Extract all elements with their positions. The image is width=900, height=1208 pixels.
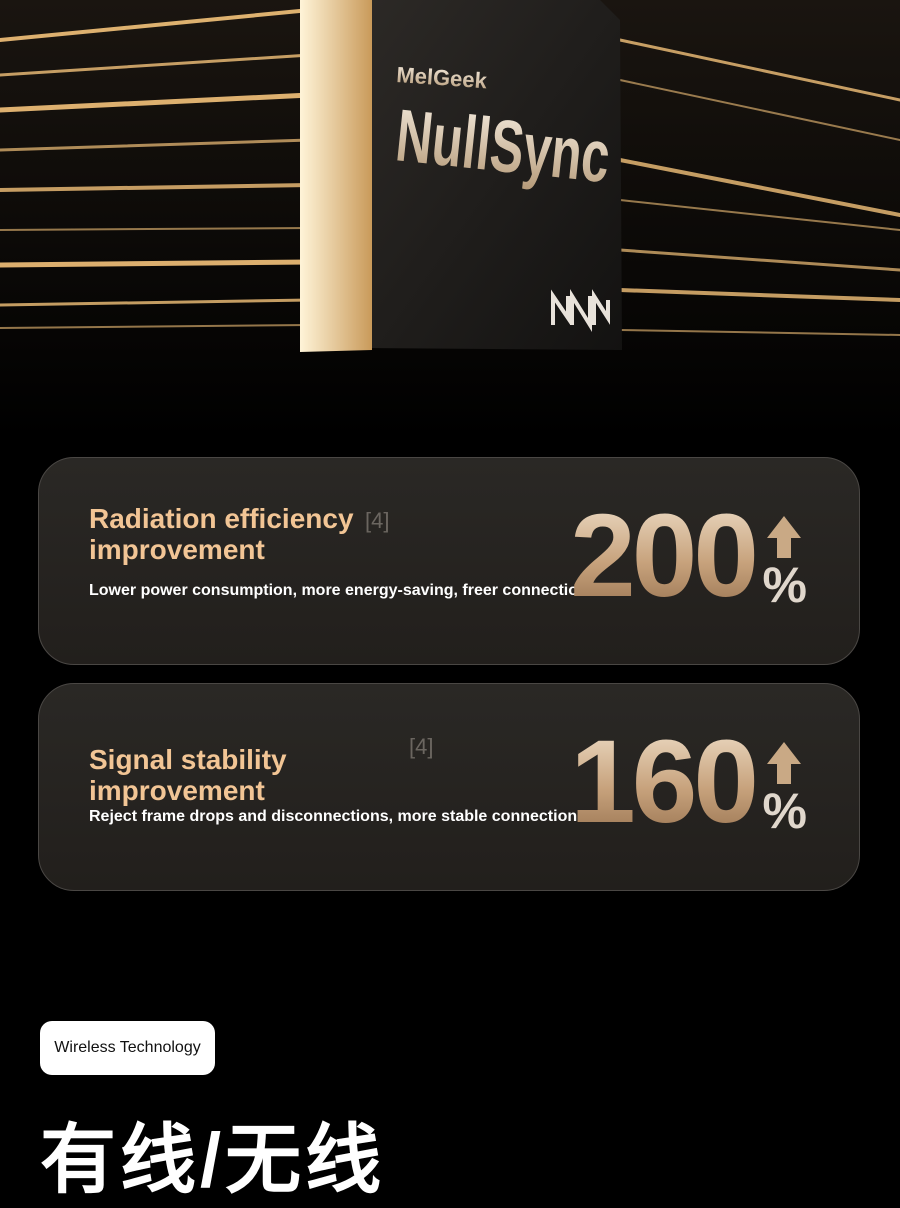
- chip-logo: [551, 288, 610, 333]
- card-reference: [4]: [365, 508, 390, 533]
- card-title: Radiation efficiency improvement: [89, 503, 354, 565]
- card-description: Reject frame drops and disconnections, m…: [89, 808, 578, 825]
- up-arrow: [767, 742, 801, 784]
- card-description: Lower power consumption, more energy-sav…: [89, 582, 588, 599]
- stat-card: Signal stability improvement [4] Reject …: [38, 683, 860, 891]
- card-number: 160: [570, 716, 759, 848]
- card-unit: %: [762, 783, 807, 839]
- up-arrow: [767, 516, 801, 558]
- chip-edge: [300, 0, 372, 352]
- card-number: 200: [570, 490, 759, 622]
- hero-image: MelGeek NullSync: [0, 0, 900, 440]
- card-reference: [4]: [409, 734, 434, 759]
- card-unit: %: [762, 557, 807, 613]
- card-title: Signal stability improvement: [89, 744, 287, 806]
- stat-card: Radiation efficiency improvement [4] Low…: [38, 457, 860, 665]
- section-heading: 有线/无线: [40, 1118, 386, 1203]
- section-badge: Wireless Technology: [40, 1021, 215, 1075]
- chip-face: [372, 0, 622, 350]
- light-streaks: [0, 8, 900, 336]
